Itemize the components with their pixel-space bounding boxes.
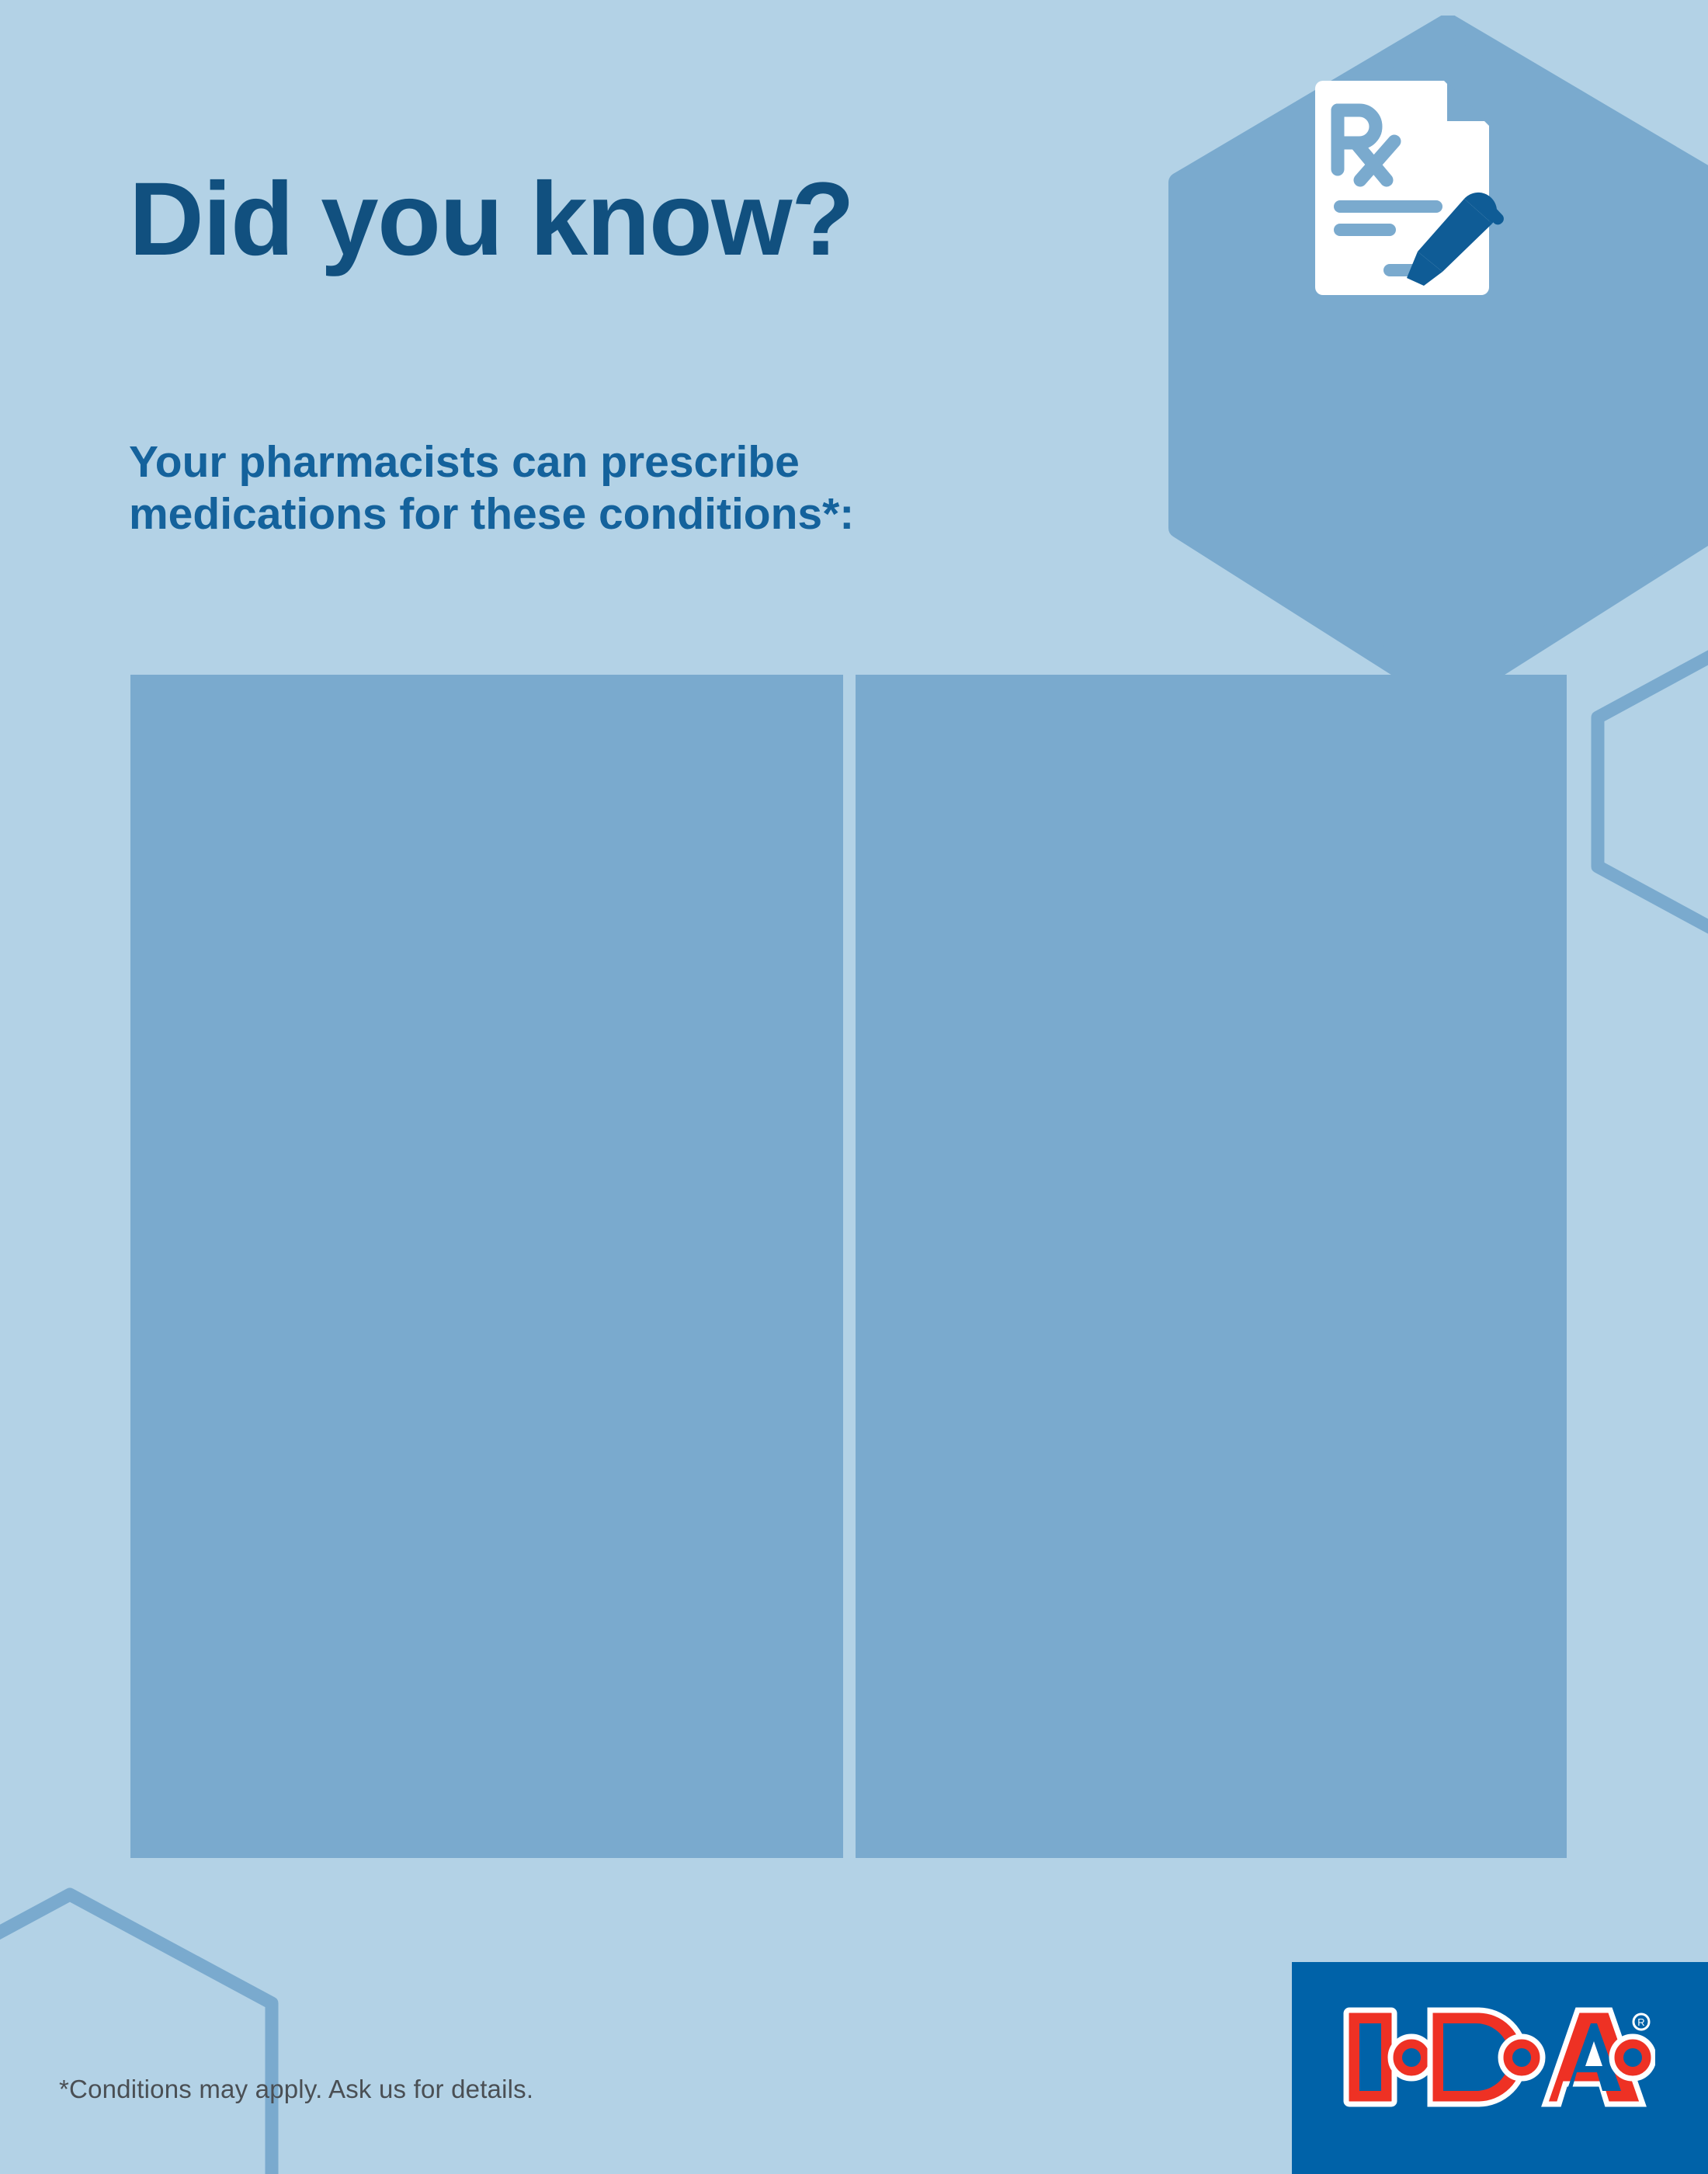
hexagon-outline-bottom-left-icon	[0, 1887, 279, 2174]
rx-prescription-document-icon	[1315, 81, 1504, 295]
conditions-panel-right	[856, 675, 1567, 1858]
page-subtitle: Your pharmacists can prescribe medicatio…	[129, 436, 1154, 541]
page-title: Did you know?	[129, 161, 855, 277]
hexagon-outline-right-icon	[1591, 650, 1708, 934]
page-subtitle-line-2: medications for these conditions*:	[129, 489, 855, 540]
page-subtitle-line-1: Your pharmacists can prescribe	[129, 437, 800, 487]
footnote-disclaimer: *Conditions may apply. Ask us for detail…	[59, 2075, 534, 2103]
conditions-panel-left	[130, 675, 843, 1858]
ida-logo-icon: R	[1343, 2007, 1655, 2107]
brand-logo-block: R	[1292, 1962, 1708, 2174]
svg-text:R: R	[1637, 2016, 1644, 2028]
